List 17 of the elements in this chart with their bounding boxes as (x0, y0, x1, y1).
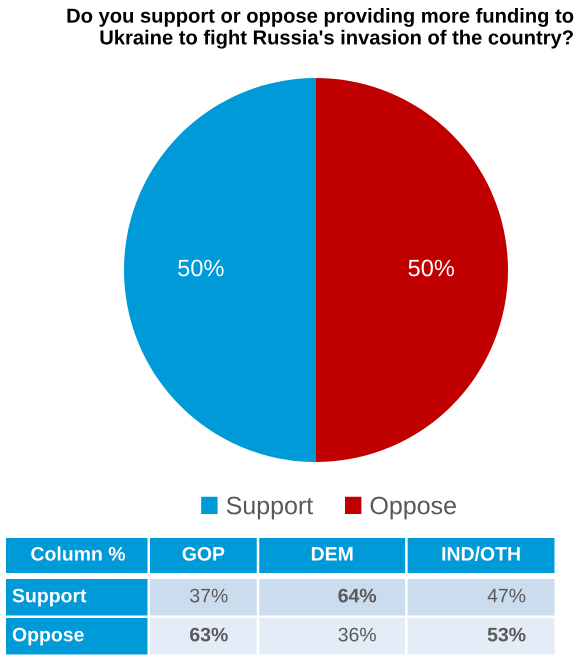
data-label: 50% (408, 260, 454, 276)
data-label: 37% (190, 588, 228, 602)
data-label: 47% (488, 588, 526, 602)
pie-slice (316, 78, 508, 462)
data-label: 64% (338, 588, 376, 602)
legend-label: Oppose (370, 496, 456, 520)
pie-slice (124, 78, 316, 462)
data-label: 53% (488, 628, 526, 642)
chart-title: Column % (31, 546, 126, 561)
x-tick-label: IND/OTH (442, 546, 520, 561)
chart-title: Do you support or oppose providing more funding to Ukraine to fight Russia's invasion of the country? (67, 8, 574, 49)
legend-label: Support (226, 496, 314, 520)
data-label: 36% (338, 628, 376, 642)
x-tick-label: DEM (312, 547, 353, 561)
x-tick-label: GOP (182, 546, 224, 561)
data-label: 50% (178, 260, 224, 276)
data-label: 63% (190, 628, 228, 642)
